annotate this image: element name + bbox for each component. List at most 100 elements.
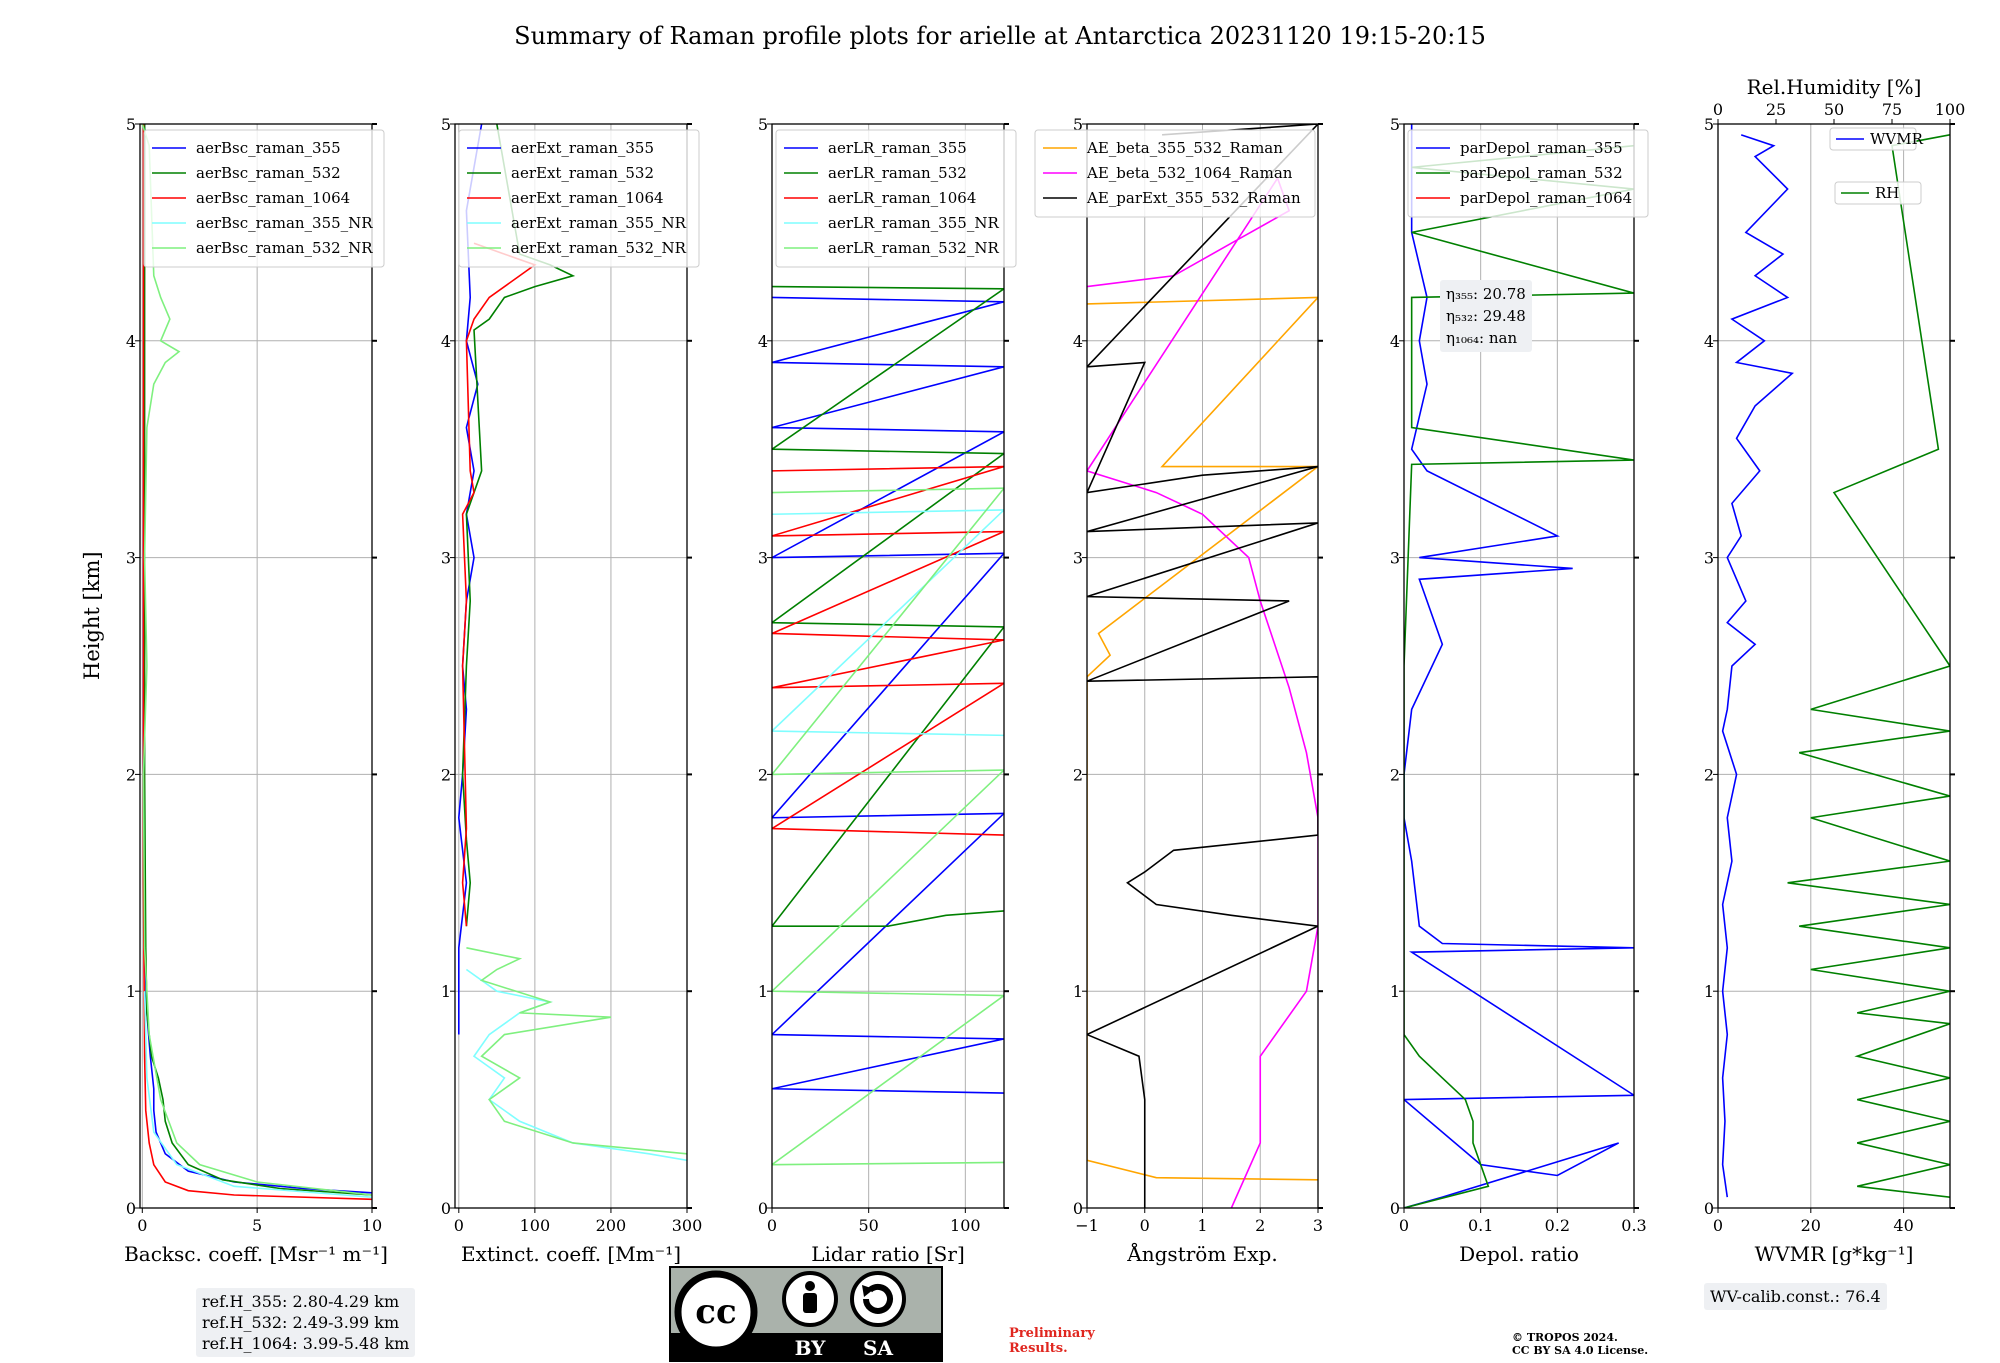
ext-legend-label: aerExt_raman_1064 — [511, 189, 664, 207]
svg-text:cc: cc — [695, 1292, 736, 1332]
depol-axes-frame — [1403, 123, 1635, 1209]
ext-ytick-label: 5 — [441, 115, 451, 134]
wv-ytick-label: 0 — [1704, 1199, 1714, 1218]
bsc-xtick-label: 10 — [362, 1216, 382, 1235]
ext-series-line — [457, 124, 483, 1035]
cc-sa-label: SA — [863, 1336, 893, 1360]
wv-xlabel: WVMR [g*kg⁻¹] — [1755, 1242, 1914, 1266]
ext-legend-label: aerExt_raman_355 — [511, 139, 654, 157]
bsc-legend-label: aerBsc_raman_355 — [196, 139, 341, 157]
bsc-ytick-label: 3 — [126, 549, 136, 568]
bsc-legend-label: aerBsc_raman_1064 — [196, 189, 350, 207]
wv-x2tick-label: 0 — [1713, 100, 1723, 119]
preliminary-note: Preliminary Results. — [1009, 1326, 1095, 1356]
ae-legend-label: AE_parExt_355_532_Raman — [1086, 189, 1301, 207]
ext-series-line — [465, 968, 687, 1162]
ext-ytick-label: 0 — [441, 1199, 451, 1218]
ext-series-line — [461, 124, 576, 927]
cc-by-label: BY — [795, 1336, 827, 1360]
wv-xtick-label: 20 — [1801, 1216, 1821, 1235]
wv-series-line — [1787, 134, 1950, 1198]
ae-ytick-label: 0 — [1073, 1199, 1083, 1218]
lr-series-line — [772, 296, 1004, 1094]
ae-xtick-label: −1 — [1075, 1216, 1099, 1235]
ae-series-line — [1087, 124, 1318, 1208]
copyright-note: © TROPOS 2024. CC BY SA 4.0 License. — [1512, 1331, 1648, 1357]
ext-legend-box — [458, 129, 700, 268]
wv-x2tick-label: 100 — [1935, 100, 1966, 119]
wv-calib-box: WV-calib.const.: 76.4 — [1704, 1283, 1887, 1310]
ae-xtick-label: 2 — [1255, 1216, 1265, 1235]
ext-ytick-label: 1 — [441, 982, 451, 1001]
lr-xtick-label: 50 — [858, 1216, 878, 1235]
bsc-ytick-label: 2 — [126, 765, 136, 784]
depol-ytick-label: 4 — [1390, 332, 1400, 351]
depol-legend-label: parDepol_raman_1064 — [1460, 189, 1632, 207]
lr-axes-frame — [771, 123, 1005, 1209]
ext-xlabel: Extinct. coeff. [Mm⁻¹] — [461, 1242, 681, 1266]
lr-series-line — [772, 285, 1004, 927]
lr-legend-label: aerLR_raman_532_NR — [828, 239, 999, 257]
depol-ytick-label: 3 — [1390, 549, 1400, 568]
ae-xtick-label: 1 — [1197, 1216, 1207, 1235]
depol-xlabel: Depol. ratio — [1459, 1242, 1579, 1266]
bsc-ytick-label: 1 — [126, 982, 136, 1001]
lr-legend-label: aerLR_raman_532 — [828, 164, 967, 182]
wv-ytick-label: 2 — [1704, 765, 1714, 784]
ext-xtick-label: 200 — [596, 1216, 627, 1235]
wv-legend-label: WVMR — [1870, 130, 1924, 148]
ext-ytick-label: 4 — [441, 332, 451, 351]
eta-355: η₃₅₅: 20.78 — [1446, 285, 1526, 303]
ae-ytick-label: 3 — [1073, 549, 1083, 568]
wv-axes-frame — [1717, 123, 1951, 1209]
ext-xtick-label: 0 — [454, 1216, 464, 1235]
lr-xtick-label: 0 — [767, 1216, 777, 1235]
lr-series-line — [772, 465, 1004, 836]
depol-series-line — [1404, 124, 1634, 1208]
lr-series-line — [772, 487, 1004, 1166]
ext-legend-label: aerExt_raman_532_NR — [511, 239, 687, 257]
ext-xtick-label: 100 — [520, 1216, 551, 1235]
bsc-xtick-label: 0 — [137, 1216, 147, 1235]
wv-x2tick-label: 50 — [1824, 100, 1844, 119]
wv-xtick-label: 40 — [1893, 1216, 1913, 1235]
bsc-series-line — [142, 124, 372, 1194]
lr-xlabel: Lidar ratio [Sr] — [811, 1242, 965, 1266]
ae-legend-box — [1034, 129, 1316, 218]
depol-ytick-label: 2 — [1390, 765, 1400, 784]
ext-ytick-label: 2 — [441, 765, 451, 784]
wv-legend-box — [1829, 127, 1917, 151]
cc-by-sa-logo: cc BY SA — [669, 1266, 943, 1362]
ae-ytick-label: 4 — [1073, 332, 1083, 351]
wv-x2tick-label: 75 — [1882, 100, 1902, 119]
wv-legend-box — [1834, 181, 1922, 205]
ae-legend-label: AE_beta_532_1064_Raman — [1086, 164, 1293, 182]
ae-xtick-label: 3 — [1313, 1216, 1323, 1235]
bsc-legend-box — [143, 129, 385, 268]
lr-xtick-label: 100 — [950, 1216, 981, 1235]
lr-legend-label: aerLR_raman_1064 — [828, 189, 976, 207]
lr-legend-label: aerLR_raman_355_NR — [828, 214, 999, 232]
preliminary-line-1: Preliminary — [1009, 1326, 1095, 1341]
eta-532: η₅₃₂: 29.48 — [1446, 307, 1526, 325]
wv-ytick-label: 1 — [1704, 982, 1714, 1001]
lr-ytick-label: 2 — [758, 765, 768, 784]
bsc-legend-label: aerBsc_raman_355_NR — [196, 214, 373, 232]
bsc-ytick-label: 5 — [126, 115, 136, 134]
lr-ytick-label: 3 — [758, 549, 768, 568]
ref-height-532: ref.H_532: 2.49-3.99 km — [202, 1313, 400, 1332]
ext-series-line — [466, 947, 687, 1155]
lr-ytick-label: 1 — [758, 982, 768, 1001]
bsc-ytick-label: 0 — [126, 1199, 136, 1218]
depol-legend-label: parDepol_raman_355 — [1460, 139, 1623, 157]
ref-height-1064: ref.H_1064: 3.99-5.48 km — [202, 1334, 410, 1353]
bsc-ytick-label: 4 — [126, 332, 136, 351]
lr-ytick-label: 0 — [758, 1199, 768, 1218]
depol-legend-label: parDepol_raman_532 — [1460, 164, 1623, 182]
bsc-xlabel: Backsc. coeff. [Msr⁻¹ m⁻¹] — [124, 1242, 388, 1266]
copyright-line-2: CC BY SA 4.0 License. — [1512, 1344, 1649, 1357]
ext-series-line — [461, 242, 537, 927]
copyright-line-1: © TROPOS 2024. — [1512, 1331, 1618, 1344]
ae-xlabel: Ångström Exp. — [1126, 1241, 1277, 1266]
